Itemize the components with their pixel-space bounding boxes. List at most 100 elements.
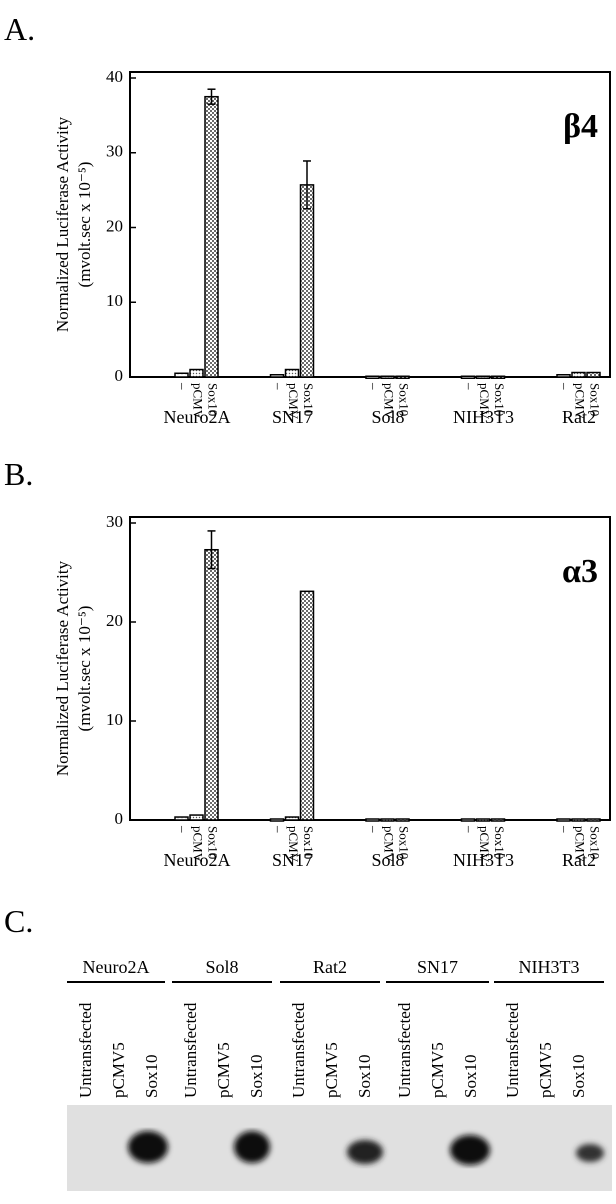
- bar: [460, 375, 476, 380]
- bar: [204, 95, 219, 378]
- panel-label: A.: [4, 11, 35, 47]
- group-label: NIH3T3: [453, 850, 514, 870]
- condition-label: pCMV: [573, 383, 588, 420]
- group-label: Rat2: [562, 407, 596, 427]
- y-tick-label: 30: [106, 142, 123, 161]
- lane-label: pCMV5: [428, 1042, 447, 1098]
- blot-group-label: NIH3T3: [519, 957, 580, 977]
- bar: [556, 374, 571, 378]
- bar: [556, 818, 571, 822]
- condition-label: pCMV: [191, 826, 206, 863]
- lane-label: pCMV5: [109, 1042, 128, 1098]
- condition-label: pCMV: [573, 826, 588, 863]
- condition-label: –: [176, 382, 191, 390]
- bar: [365, 818, 380, 822]
- condition-label: pCMV: [382, 826, 397, 863]
- blot-group-label: SN17: [417, 957, 458, 977]
- plot-frame: [129, 516, 611, 821]
- condition-label: –: [462, 825, 477, 833]
- condition-label: Sox10: [397, 383, 412, 416]
- condition-label: –: [462, 382, 477, 390]
- group-label: Sol8: [371, 407, 404, 427]
- bar: [204, 548, 219, 821]
- y-tick-label: 20: [106, 611, 123, 630]
- bar: [490, 375, 506, 380]
- condition-label: Sox10: [492, 383, 507, 416]
- bar: [174, 816, 189, 821]
- condition-label: Sox10: [588, 383, 603, 416]
- panel-label: B.: [4, 456, 33, 492]
- bar: [460, 818, 476, 822]
- condition-label: pCMV: [477, 826, 492, 863]
- bar: [189, 368, 204, 378]
- condition-label: Sox10: [301, 826, 316, 859]
- bar: [365, 375, 380, 380]
- bar: [284, 368, 300, 378]
- condition-label: Sox10: [397, 826, 412, 859]
- group-label: SN17: [272, 850, 313, 870]
- lane-label: pCMV5: [214, 1042, 233, 1098]
- lane-label: Untransfected: [503, 1002, 522, 1098]
- condition-label: pCMV: [477, 383, 492, 420]
- bar: [269, 374, 285, 378]
- lane-label: pCMV5: [322, 1042, 341, 1098]
- lane-label: Sox10: [461, 1055, 480, 1098]
- condition-label: Sox10: [206, 826, 221, 859]
- y-axis-label: Normalized Luciferase Activity: [53, 116, 72, 332]
- blot-bands: [128, 1131, 604, 1165]
- y-tick-label: 0: [115, 366, 124, 385]
- group-label: Neuro2A: [164, 407, 231, 427]
- condition-label: pCMV: [286, 826, 301, 863]
- blot-group-label: Sol8: [205, 957, 238, 977]
- lane-label: Untransfected: [289, 1002, 308, 1098]
- lane-label: Untransfected: [76, 1002, 95, 1098]
- condition-label: pCMV: [382, 383, 397, 420]
- bar: [299, 590, 315, 821]
- group-label: SN17: [272, 407, 313, 427]
- y-tick-label: 40: [106, 67, 123, 86]
- panel-label: C.: [4, 903, 33, 939]
- y-tick-label: 0: [115, 809, 124, 828]
- condition-label: –: [558, 382, 573, 390]
- bar: [571, 818, 586, 822]
- condition-label: –: [271, 382, 286, 390]
- condition-label: –: [367, 825, 382, 833]
- lane-label: Sox10: [355, 1055, 374, 1098]
- condition-label: Sox10: [588, 826, 603, 859]
- bar: [189, 814, 204, 821]
- lane-label: Untransfected: [395, 1002, 414, 1098]
- lane-label: Sox10: [569, 1055, 588, 1098]
- lane-label: Sox10: [142, 1055, 161, 1098]
- y-tick-label: 20: [106, 216, 123, 235]
- condition-label: pCMV: [191, 383, 206, 420]
- y-tick-label: 10: [106, 291, 123, 310]
- bar: [380, 818, 395, 822]
- bar: [490, 818, 506, 822]
- plot-frame: [129, 71, 611, 378]
- condition-label: –: [558, 825, 573, 833]
- y-tick-label: 30: [106, 512, 123, 531]
- bar: [475, 375, 491, 380]
- y-axis-label: Normalized Luciferase Activity: [53, 560, 72, 776]
- lane-label: pCMV5: [536, 1042, 555, 1098]
- annotation: α3: [562, 553, 598, 590]
- bar: [269, 818, 285, 822]
- condition-label: Sox10: [492, 826, 507, 859]
- y-axis-label: (mvolt.sec x 10⁻⁵): [75, 606, 94, 732]
- bar: [380, 375, 395, 380]
- annotation: β4: [563, 108, 598, 145]
- bar: [395, 818, 410, 822]
- condition-label: Sox10: [301, 383, 316, 416]
- blot-group-label: Neuro2A: [83, 957, 150, 977]
- bar: [395, 375, 410, 380]
- y-axis-label: (mvolt.sec x 10⁻⁵): [75, 162, 94, 288]
- blot-group-label: Rat2: [313, 957, 347, 977]
- group-label: NIH3T3: [453, 407, 514, 427]
- bar: [475, 818, 491, 822]
- condition-label: pCMV: [286, 383, 301, 420]
- bar: [586, 818, 601, 822]
- lane-label: Untransfected: [181, 1002, 200, 1098]
- bar: [586, 371, 601, 378]
- condition-label: Sox10: [206, 383, 221, 416]
